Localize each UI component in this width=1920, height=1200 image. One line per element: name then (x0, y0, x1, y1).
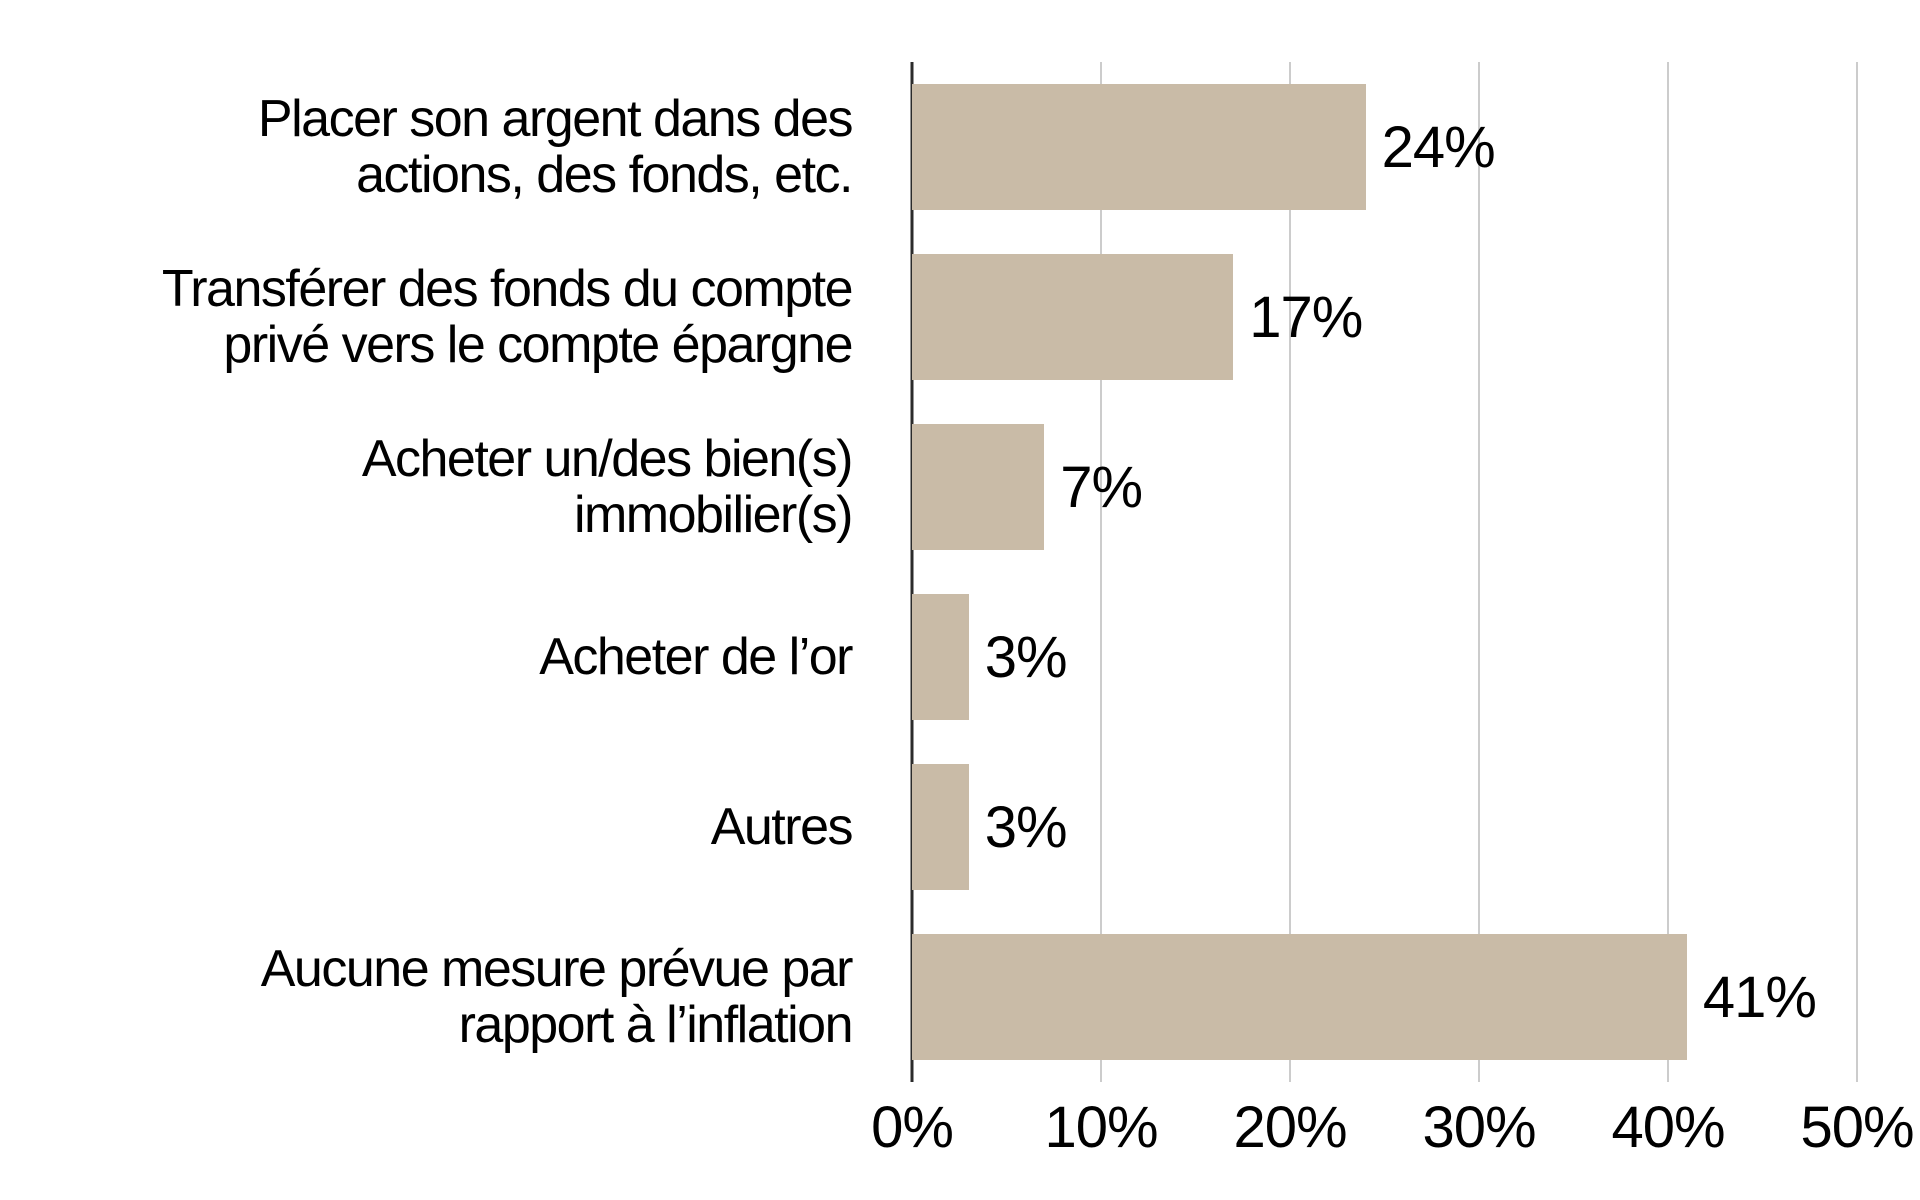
chart-row: Acheter de l’or 3% (0, 572, 1920, 742)
bar-track: 17% (912, 232, 1857, 402)
chart-row: Aucune mesure prévue par rapport à l’inf… (0, 912, 1920, 1082)
value-label: 3% (984, 624, 1068, 690)
chart-row: Placer son argent dans des actions, des … (0, 62, 1920, 232)
bar (912, 424, 1045, 550)
bar (912, 934, 1687, 1060)
x-tick-label: 10% (1044, 1095, 1158, 1160)
category-label: Transférer des fonds du compte privé ver… (161, 259, 854, 374)
value-label: 17% (1249, 284, 1363, 350)
y-axis-line (910, 62, 914, 1082)
gridline-50pct (1856, 62, 1858, 1082)
gridline-30pct (1478, 62, 1480, 1082)
category-label: Acheter de l’or (539, 627, 853, 686)
value-label: 41% (1702, 964, 1817, 1030)
x-axis-ticks: 0% 10% 20% 30% 40% 50% (871, 1094, 1914, 1184)
category-label: Autres (710, 797, 854, 856)
x-tick-label: 0% (871, 1095, 954, 1160)
chart-row: Acheter un/des bien(s) immobilier(s) 7% (0, 402, 1920, 572)
bar (912, 764, 969, 890)
chart-row: Autres 3% (0, 742, 1920, 912)
x-tick-label: 40% (1611, 1095, 1725, 1160)
bar-track: 3% (912, 572, 1857, 742)
bar-track: 7% (912, 402, 1857, 572)
gridline-40pct (1667, 62, 1669, 1082)
category-label: Aucune mesure prévue par rapport à l’inf… (260, 939, 854, 1054)
bar-track: 24% (912, 62, 1857, 232)
value-label: 24% (1381, 114, 1496, 180)
bar (912, 254, 1234, 380)
bar-track: 3% (912, 742, 1857, 912)
x-tick-label: 50% (1800, 1095, 1914, 1160)
bar-track: 41% (912, 912, 1857, 1082)
x-tick-label: 20% (1233, 1095, 1347, 1160)
value-label: 3% (984, 794, 1068, 860)
gridline-20pct (1289, 62, 1291, 1082)
x-tick-label: 30% (1422, 1095, 1536, 1160)
chart-row: Transférer des fonds du compte privé ver… (0, 232, 1920, 402)
value-label: 7% (1060, 454, 1143, 520)
bar (912, 84, 1366, 210)
bar (912, 594, 969, 720)
gridline-10pct (1100, 62, 1102, 1082)
plot-area (910, 62, 1858, 1082)
category-label: Placer son argent dans des actions, des … (257, 89, 854, 204)
category-label: Acheter un/des bien(s) immobilier(s) (361, 429, 854, 544)
